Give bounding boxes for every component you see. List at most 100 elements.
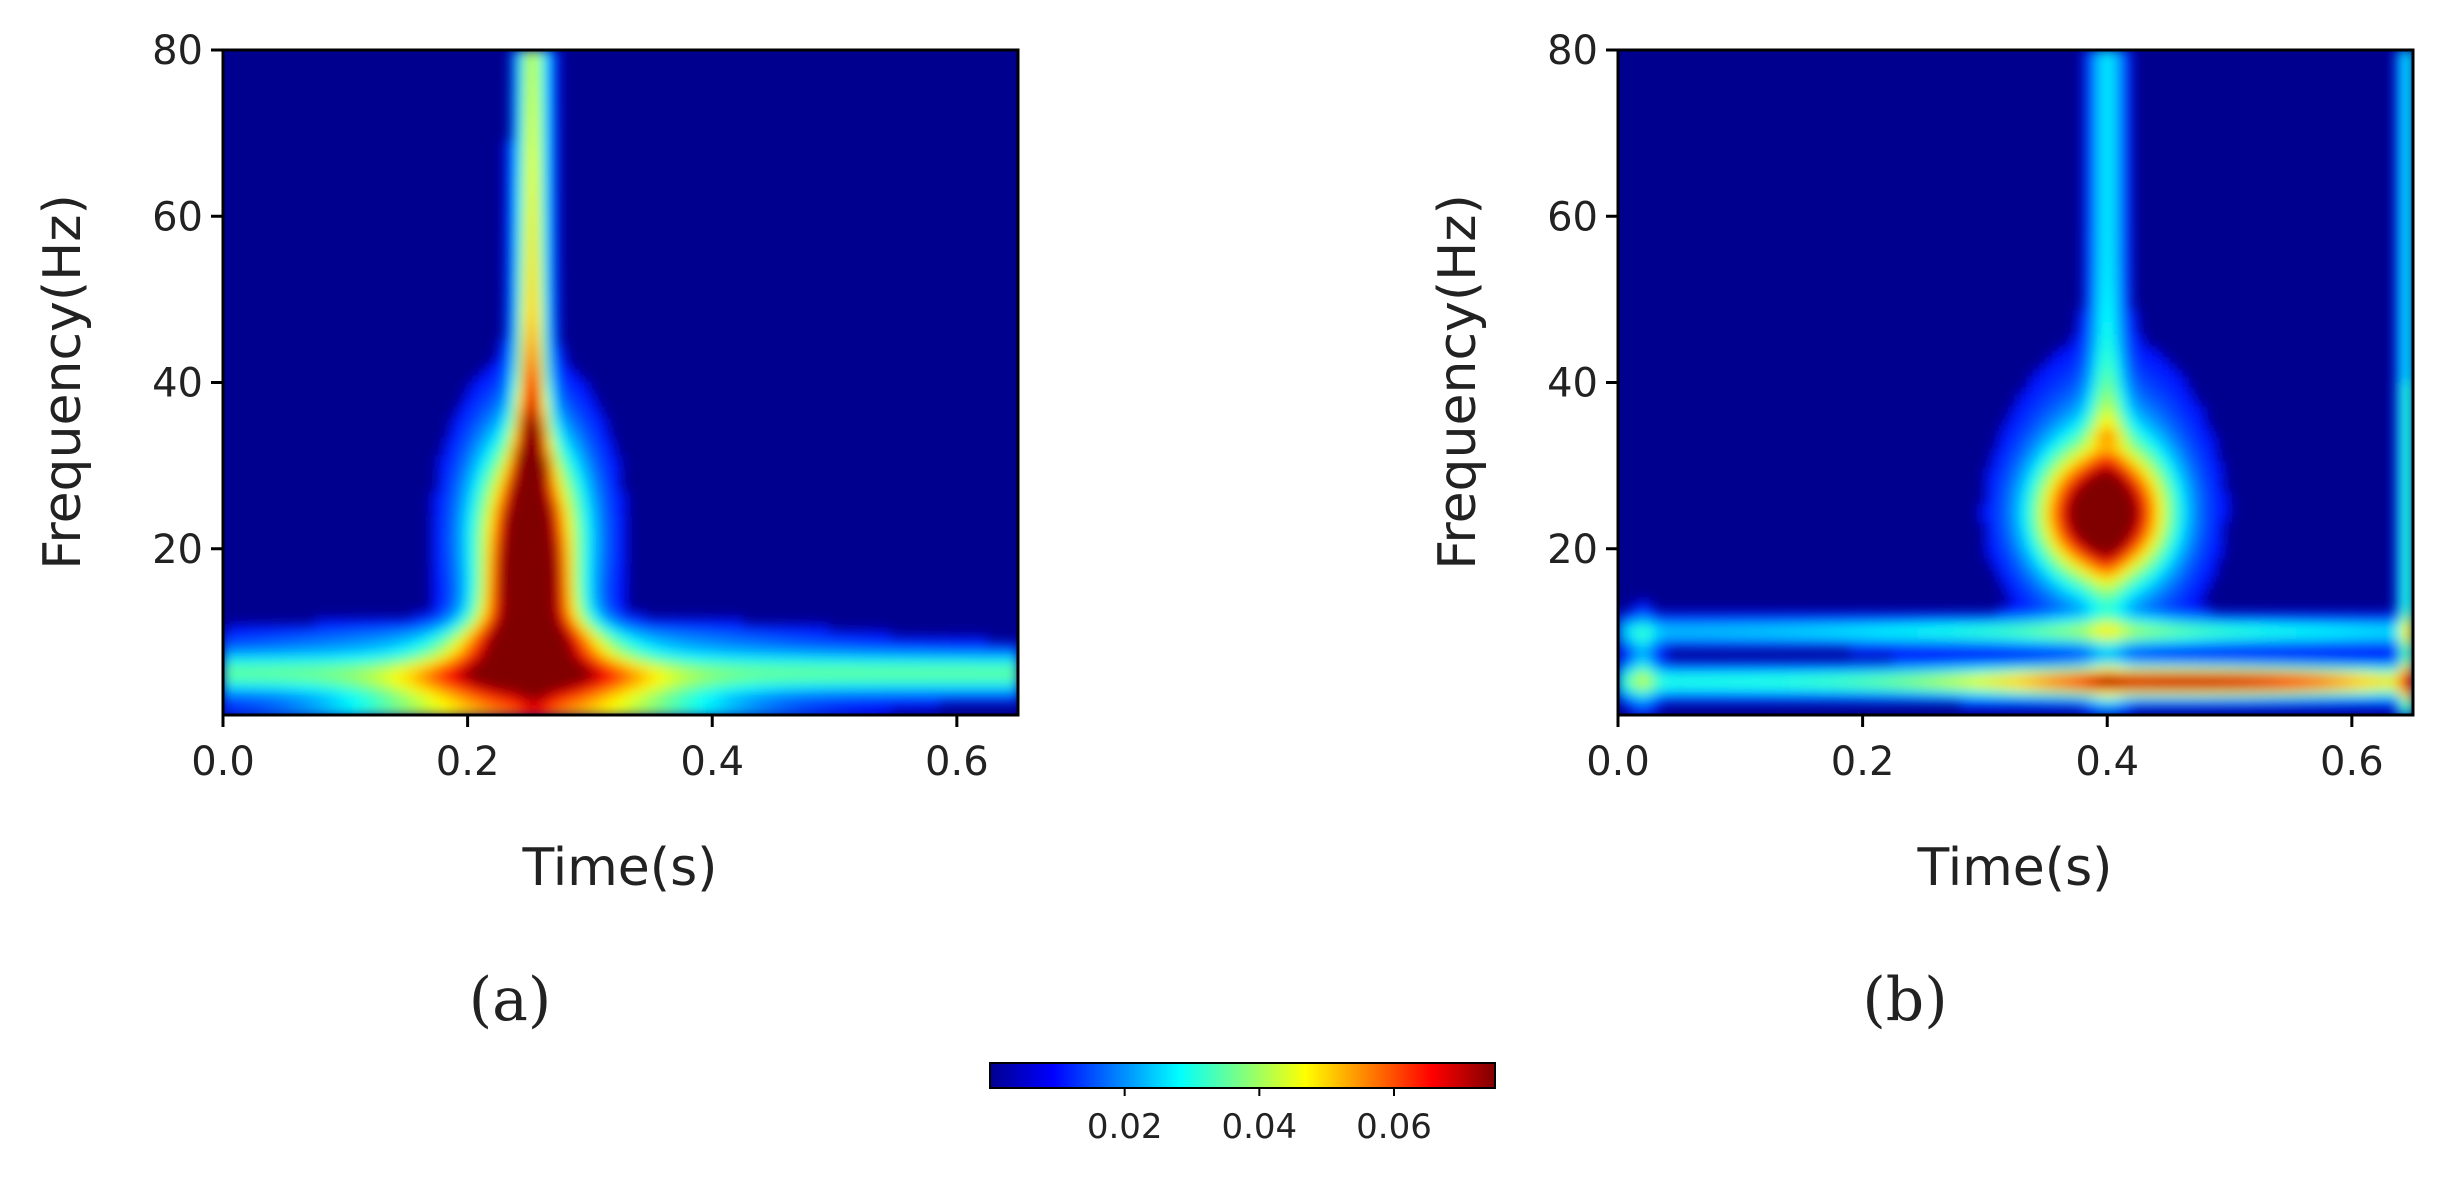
heatmap-cell xyxy=(1972,654,1980,662)
heatmap-cell xyxy=(1923,630,1931,638)
heatmap-cell xyxy=(1911,624,1919,632)
heatmap-cell xyxy=(614,642,622,650)
heatmap-cell xyxy=(1789,642,1797,650)
heatmap-cell xyxy=(1887,672,1894,680)
heatmap-cell xyxy=(534,237,542,245)
heatmap-cell xyxy=(510,654,518,662)
heatmap-cell xyxy=(510,74,518,82)
heatmap-cell xyxy=(504,285,512,293)
heatmap-cell xyxy=(534,201,542,208)
heatmap-cell xyxy=(2046,473,2053,481)
heatmap-cell xyxy=(485,455,493,462)
heatmap-cell xyxy=(2033,678,2041,686)
heatmap-cell xyxy=(534,418,542,426)
heatmap-cell xyxy=(1936,678,1943,686)
heatmap-cell xyxy=(1997,660,2005,668)
heatmap-cell xyxy=(1715,618,1723,626)
heatmap-cell xyxy=(504,261,512,269)
heatmap-cell xyxy=(950,672,958,680)
heatmap-cell xyxy=(840,630,848,638)
heatmap-cell xyxy=(1887,666,1894,674)
heatmap-cell xyxy=(681,654,689,662)
heatmap-cell xyxy=(534,690,542,698)
heatmap-cell xyxy=(577,551,585,559)
heatmap-cell xyxy=(2027,612,2035,620)
heatmap-cell xyxy=(455,455,463,462)
heatmap-cell xyxy=(485,539,493,547)
heatmap-cell xyxy=(235,702,243,710)
heatmap-cell xyxy=(1819,678,1827,686)
heatmap-cell xyxy=(504,201,512,208)
heatmap-cell xyxy=(522,370,530,378)
heatmap-cell xyxy=(278,696,285,704)
heatmap-cell xyxy=(547,219,555,227)
heatmap-cell xyxy=(516,249,524,257)
heatmap-cell xyxy=(1868,684,1876,692)
heatmap-cell xyxy=(553,364,561,372)
heatmap-cell xyxy=(962,654,970,662)
heatmap-cell xyxy=(473,557,481,565)
heatmap-cell xyxy=(1991,636,1998,644)
heatmap-cell xyxy=(339,684,347,692)
heatmap-cell xyxy=(1948,630,1956,638)
heatmap-cell xyxy=(406,696,414,704)
heatmap-cell xyxy=(333,690,340,698)
heatmap-cell xyxy=(467,509,475,517)
heatmap-cell xyxy=(962,666,970,674)
heatmap-cell xyxy=(571,394,579,402)
heatmap-cell xyxy=(2033,594,2041,601)
heatmap-cell xyxy=(504,479,512,487)
heatmap-cell xyxy=(1997,569,2005,577)
heatmap-cell xyxy=(1917,684,1925,692)
heatmap-cell xyxy=(632,654,640,662)
heatmap-cell xyxy=(369,678,377,686)
heatmap-cell xyxy=(541,322,548,329)
heatmap-cell xyxy=(1936,636,1943,644)
heatmap-cell xyxy=(479,660,487,668)
heatmap-cell xyxy=(510,491,518,499)
heatmap-cell xyxy=(461,642,469,650)
heatmap-cell xyxy=(571,491,579,499)
heatmap-cell xyxy=(1991,545,1998,553)
heatmap-cell xyxy=(724,624,732,632)
heatmap-cell xyxy=(577,696,585,704)
heatmap-cell xyxy=(1654,648,1662,656)
heatmap-cell xyxy=(755,648,762,656)
heatmap-cell xyxy=(2046,503,2053,511)
heatmap-cell xyxy=(791,666,799,674)
heatmap-cell xyxy=(895,696,903,704)
heatmap-cell xyxy=(516,328,524,335)
heatmap-cell xyxy=(920,696,928,704)
heatmap-cell xyxy=(608,485,616,493)
heatmap-cell xyxy=(492,370,499,378)
heatmap-cell xyxy=(449,618,457,626)
heatmap-cell xyxy=(773,678,781,686)
heatmap-cell xyxy=(504,485,512,493)
heatmap-cell xyxy=(541,92,548,100)
heatmap-cell xyxy=(565,364,573,372)
heatmap-cell xyxy=(1624,636,1632,644)
heatmap-cell xyxy=(620,708,628,715)
heatmap-cell xyxy=(485,436,493,444)
heatmap-cell xyxy=(547,346,555,354)
heatmap-cell xyxy=(1636,660,1644,668)
heatmap-cell xyxy=(914,654,921,662)
heatmap-cell xyxy=(1862,624,1870,632)
heatmap-cell xyxy=(559,654,567,662)
heatmap-cell xyxy=(596,672,603,680)
heatmap-cell xyxy=(651,690,658,698)
heatmap-cell xyxy=(1868,624,1876,632)
heatmap-cell xyxy=(1893,630,1901,638)
heatmap-cell xyxy=(559,352,567,360)
heatmap-cell xyxy=(430,557,438,565)
heatmap-cell xyxy=(510,122,518,130)
heatmap-cell xyxy=(229,660,237,668)
heatmap-cell xyxy=(596,455,603,462)
heatmap-cell xyxy=(296,708,304,715)
heatmap-cell xyxy=(608,648,616,656)
heatmap-cell xyxy=(320,702,328,710)
heatmap-cell xyxy=(278,642,285,650)
heatmap-cell xyxy=(577,672,585,680)
heatmap-cell xyxy=(2009,702,2017,710)
heatmap-cell xyxy=(528,201,536,208)
